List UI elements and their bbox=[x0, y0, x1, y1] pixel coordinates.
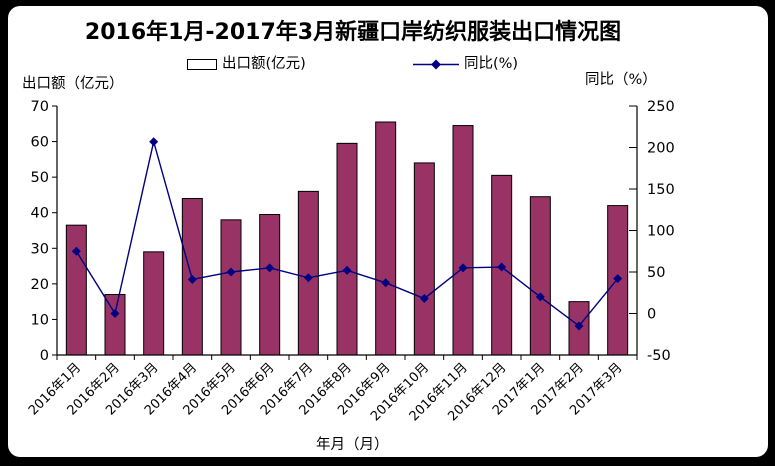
right-axis-tick-label: -50 bbox=[647, 348, 671, 364]
export-value-bar bbox=[529, 196, 551, 356]
export-value-bar bbox=[220, 219, 242, 356]
export-value-bar bbox=[375, 121, 397, 356]
left-axis-tick-label: 0 bbox=[40, 348, 49, 364]
legend-line-marker-icon bbox=[413, 59, 459, 70]
yoy-marker bbox=[187, 274, 197, 284]
right-axis-tick-label: 150 bbox=[647, 182, 675, 198]
export-value-bar bbox=[104, 294, 126, 356]
yoy-marker bbox=[613, 274, 623, 284]
chart-title: 2016年1月-2017年3月新疆口岸纺织服装出口情况图 bbox=[84, 20, 622, 45]
x-axis-title: 年月（月） bbox=[316, 437, 389, 453]
legend-bar-swatch bbox=[187, 59, 217, 70]
right-axis-title: 同比（%） bbox=[585, 72, 657, 88]
left-axis-tick-label: 30 bbox=[31, 241, 49, 257]
left-axis-tick-label: 60 bbox=[31, 135, 49, 151]
left-axis-title: 出口额（亿元） bbox=[22, 76, 124, 92]
legend-line-label: 同比(%) bbox=[464, 56, 519, 72]
right-axis-tick-label: 100 bbox=[647, 224, 675, 240]
yoy-marker bbox=[458, 263, 468, 273]
left-axis-tick-label: 20 bbox=[31, 277, 49, 293]
left-axis-tick-label: 50 bbox=[31, 170, 49, 186]
right-axis-tick-label: 200 bbox=[647, 141, 675, 157]
chart-plot-area: 010203040506070-500501001502002502016年1月… bbox=[26, 99, 675, 424]
export-value-bar bbox=[336, 142, 358, 356]
export-value-bar bbox=[413, 162, 435, 356]
yoy-marker bbox=[149, 137, 159, 147]
export-value-bar bbox=[452, 125, 474, 356]
yoy-marker bbox=[342, 265, 352, 275]
left-axis-tick-label: 10 bbox=[31, 312, 49, 328]
yoy-marker bbox=[497, 262, 507, 272]
right-axis-tick-label: 50 bbox=[647, 265, 665, 281]
yoy-marker bbox=[574, 321, 584, 331]
export-value-bar bbox=[143, 251, 165, 356]
left-axis-tick-label: 70 bbox=[31, 99, 49, 115]
yoy-marker bbox=[110, 309, 120, 318]
yoy-marker bbox=[303, 273, 313, 283]
export-value-bar bbox=[259, 213, 281, 356]
left-axis-tick-label: 40 bbox=[31, 206, 49, 222]
legend-bar-label: 出口额(亿元) bbox=[222, 56, 306, 72]
yoy-marker bbox=[535, 292, 545, 302]
yoy-marker bbox=[381, 278, 391, 288]
yoy-marker bbox=[71, 246, 81, 256]
right-axis-tick-label: 250 bbox=[647, 99, 675, 115]
chart-canvas: 2016年1月-2017年3月新疆口岸纺织服装出口情况图 出口额(亿元) 同比(… bbox=[8, 6, 768, 457]
yoy-marker bbox=[265, 263, 275, 273]
yoy-marker bbox=[226, 267, 236, 277]
right-axis-tick-label: 0 bbox=[647, 307, 656, 323]
export-value-bar bbox=[65, 224, 87, 356]
yoy-marker bbox=[419, 294, 429, 304]
export-value-bar bbox=[297, 190, 319, 356]
